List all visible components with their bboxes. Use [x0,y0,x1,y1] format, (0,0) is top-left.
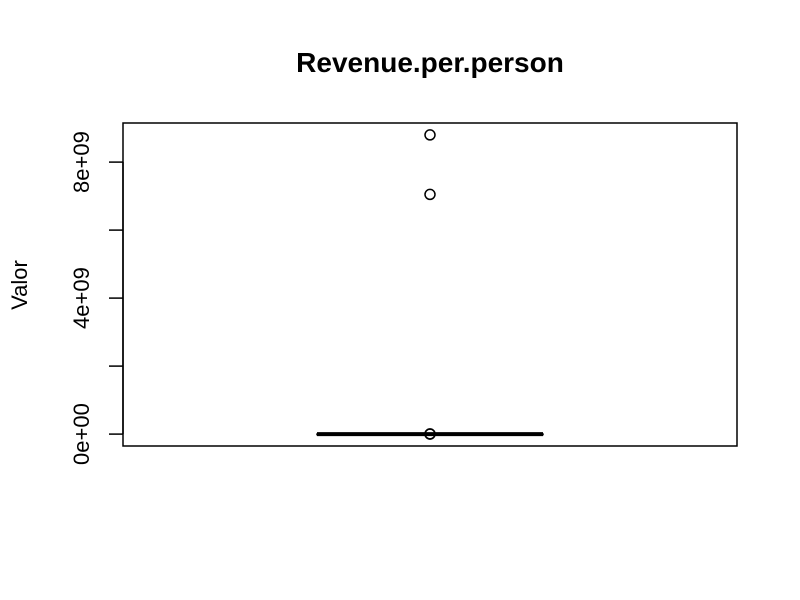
outlier-point [424,188,436,201]
boxplot [316,432,544,437]
y-tick-label: 8e+09 [69,131,94,193]
outlier-points [424,129,436,440]
y-axis-label: Valor [7,260,32,310]
y-axis-ticks: 0e+00 4e+09 8e+09 [69,131,123,465]
y-tick-label: 4e+09 [69,267,94,329]
y-tick-label: 0e+00 [69,403,94,465]
outlier-point [424,129,436,141]
chart-title: Revenue.per.person [296,47,564,78]
plot-frame [122,122,738,447]
outlier-point [424,428,436,440]
